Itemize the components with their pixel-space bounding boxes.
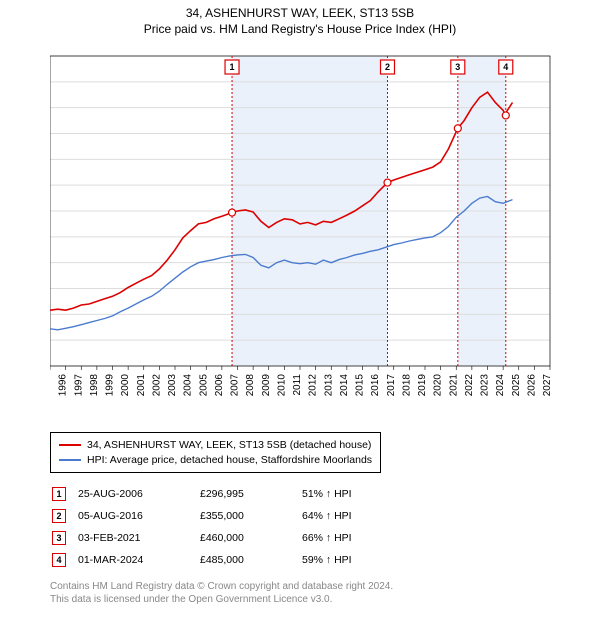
x-tick: 2006 [214,374,225,397]
chart-title: 34, ASHENHURST WAY, LEEK, ST13 5SB Price… [0,0,600,39]
x-tick: 1996 [58,374,69,397]
sale-marker-icon: 3 [52,531,66,545]
chart-svg: £0K£50K£100K£150K£200K£250K£300K£350K£40… [50,48,580,418]
x-tick: 2017 [386,374,397,397]
sale-marker-num: 1 [230,62,235,72]
x-tick: 1995 [50,374,53,397]
footer-line-2: This data is licensed under the Open Gov… [50,593,393,606]
legend-label-a: 34, ASHENHURST WAY, LEEK, ST13 5SB (deta… [87,438,371,453]
footer: Contains HM Land Registry data © Crown c… [50,580,393,606]
x-tick: 2022 [464,374,475,397]
footer-line-1: Contains HM Land Registry data © Crown c… [50,580,393,593]
x-tick: 2009 [261,374,272,397]
sale-pct: 64% ↑ HPI [302,506,362,526]
sale-dot [454,125,461,132]
sale-dot [502,112,509,119]
x-tick: 2001 [136,374,147,397]
title-line-2: Price paid vs. HM Land Registry's House … [0,22,600,38]
title-line-1: 34, ASHENHURST WAY, LEEK, ST13 5SB [0,6,600,22]
legend-item-b: HPI: Average price, detached house, Staf… [59,453,372,468]
x-tick: 2002 [151,374,162,397]
x-tick: 2003 [167,374,178,397]
sale-marker-num: 2 [385,62,390,72]
sale-price: £296,995 [200,484,300,504]
legend-swatch-b [59,459,81,461]
sale-price: £355,000 [200,506,300,526]
x-tick: 2013 [323,374,334,397]
x-tick: 1999 [105,374,116,397]
sale-row: 4 01-MAR-2024£485,00059% ↑ HPI [52,550,362,570]
x-tick: 2014 [339,374,350,397]
x-tick: 2000 [120,374,131,397]
sale-pct: 66% ↑ HPI [302,528,362,548]
x-tick: 2011 [292,374,303,396]
sale-date: 05-AUG-2016 [78,506,198,526]
x-tick: 2018 [401,374,412,397]
sale-date: 03-FEB-2021 [78,528,198,548]
legend-swatch-a [59,444,81,446]
x-tick: 2026 [526,374,537,397]
x-tick: 2004 [183,374,194,397]
sale-dot [384,179,391,186]
legend-label-b: HPI: Average price, detached house, Staf… [87,453,372,468]
x-tick: 2025 [511,374,522,397]
sale-marker-num: 3 [455,62,460,72]
legend: 34, ASHENHURST WAY, LEEK, ST13 5SB (deta… [50,432,381,473]
sale-dot [229,209,236,216]
line-chart: £0K£50K£100K£150K£200K£250K£300K£350K£40… [50,48,580,418]
x-tick: 2020 [433,374,444,397]
x-tick: 2005 [198,374,209,397]
x-tick: 1998 [89,374,100,397]
x-tick: 2015 [355,374,366,397]
sale-date: 25-AUG-2006 [78,484,198,504]
sale-price: £460,000 [200,528,300,548]
x-tick: 2023 [480,374,491,397]
sales-table: 1 25-AUG-2006£296,99551% ↑ HPI 2 05-AUG-201… [50,482,364,572]
sale-marker-icon: 4 [52,553,66,567]
sale-row: 1 25-AUG-2006£296,99551% ↑ HPI [52,484,362,504]
sale-date: 01-MAR-2024 [78,550,198,570]
sale-marker-icon: 2 [52,509,66,523]
x-tick: 1997 [73,374,84,397]
x-tick: 2024 [495,374,506,397]
x-tick: 2012 [308,374,319,397]
x-tick: 2027 [542,374,553,397]
sale-marker-icon: 1 [52,487,66,501]
sale-row: 2 05-AUG-2016£355,00064% ↑ HPI [52,506,362,526]
sale-row: 3 03-FEB-2021£460,00066% ↑ HPI [52,528,362,548]
x-tick: 2008 [245,374,256,397]
x-tick: 2016 [370,374,381,397]
sale-pct: 51% ↑ HPI [302,484,362,504]
x-tick: 2021 [448,374,459,397]
sale-marker-num: 4 [503,62,508,72]
sale-pct: 59% ↑ HPI [302,550,362,570]
sale-price: £485,000 [200,550,300,570]
x-tick: 2007 [230,374,241,397]
legend-item-a: 34, ASHENHURST WAY, LEEK, ST13 5SB (deta… [59,438,372,453]
x-tick: 2019 [417,374,428,397]
x-tick: 2010 [276,374,287,397]
